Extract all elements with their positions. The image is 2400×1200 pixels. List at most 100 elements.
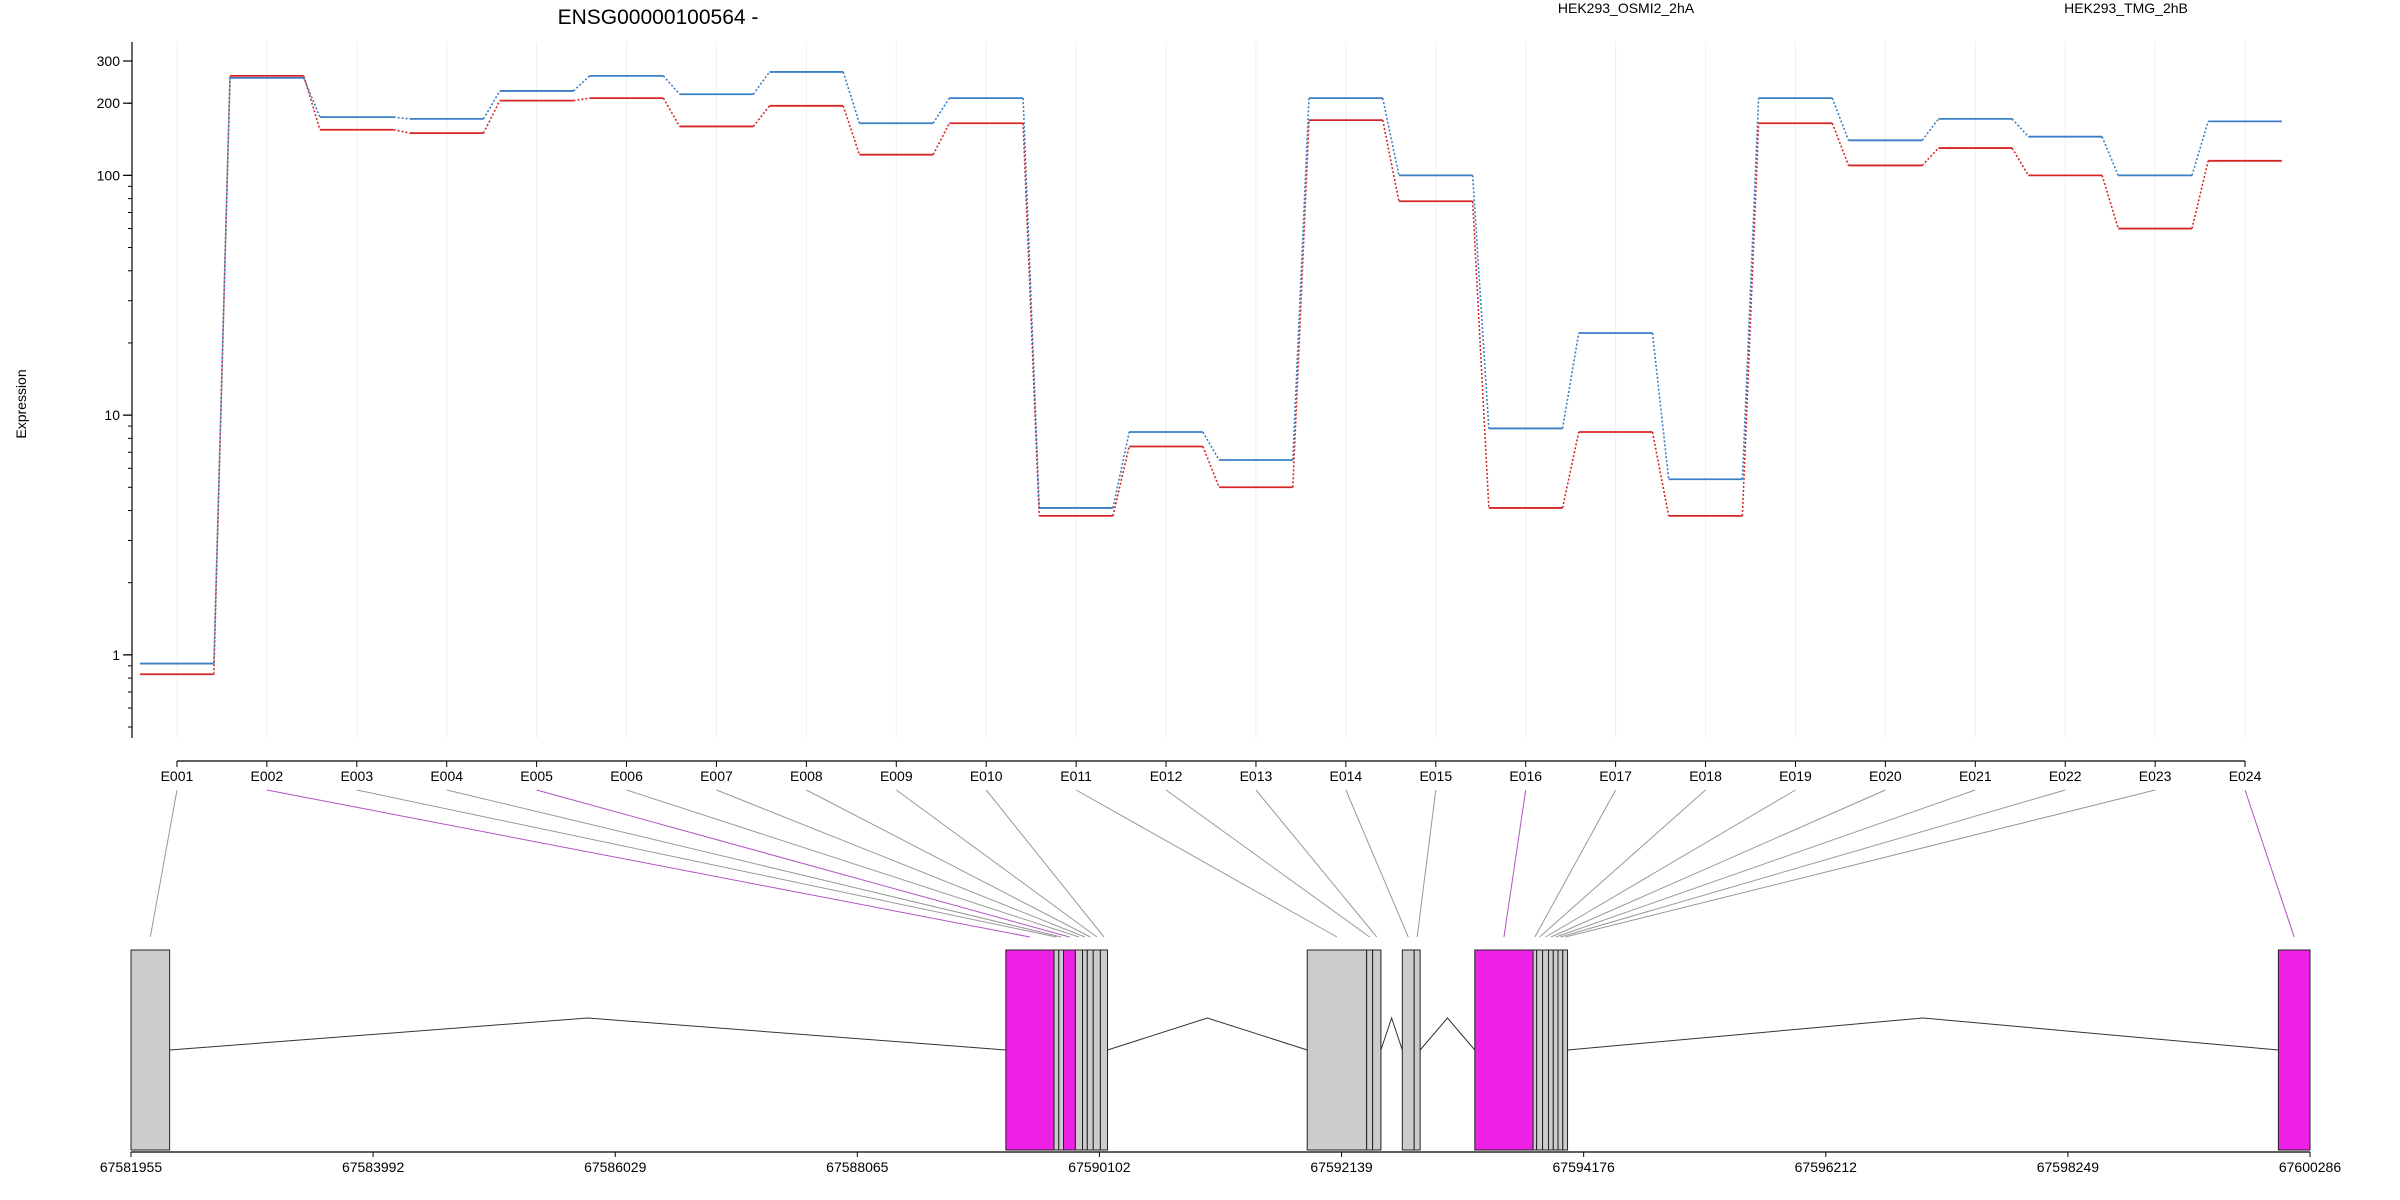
genomic-tick-label: 67594176 [1553,1159,1616,1175]
connector-e011 [1075,789,1338,938]
exon-box-e011 [1306,949,1368,1151]
x-tick-label-e011: E011 [1060,768,1092,784]
series-transition [1561,332,1580,429]
connector-e020 [1550,789,1886,938]
series-transition [1921,147,1940,166]
series-transition [1831,122,1850,166]
exon-box-e019 [1542,949,1550,1151]
intron-line [1380,1016,1403,1051]
connector-e021 [1555,789,1976,938]
series-transition [842,105,861,155]
connector-e024 [2244,789,2295,938]
exon-box-e008 [1086,949,1094,1151]
intron-line [1567,1017,2279,1051]
series-transition [1741,123,1760,516]
series-transition [1202,446,1220,488]
x-tick-label-e002: E002 [251,768,284,784]
exon-box-e018 [1536,949,1544,1151]
series-transition [752,71,771,95]
x-tick-label-e022: E022 [2049,768,2082,784]
grid-lines [176,42,2246,738]
series-transition [1831,97,1850,141]
exon-box-e007 [1082,949,1088,1151]
genomic-tick-label: 67586029 [584,1159,647,1175]
connector-e008 [806,789,1091,938]
series-transition [1921,118,1940,141]
series-transition [1292,120,1310,488]
x-tick-label-e020: E020 [1869,768,1902,784]
x-tick-label-e018: E018 [1689,768,1722,784]
y-axis: 1 10 100 200 300 [97,42,133,738]
x-tick-label-e019: E019 [1779,768,1812,784]
exon-box-e010 [1099,949,1109,1151]
connector-e003 [356,789,1057,938]
series-transition [1202,431,1220,461]
y-tick-label: 1 [112,647,120,663]
exon-box-e024 [2277,949,2311,1151]
exon-box-e017 [1532,949,1538,1151]
x-tick-label-e009: E009 [880,768,913,784]
series-hek293_tmg_2hb [140,71,2282,665]
exon-box-e022 [1557,949,1564,1151]
exon-box-e014 [1401,949,1415,1151]
connector-e009 [895,789,1098,938]
series-transition [932,122,951,156]
genomic-tick-label: 67592139 [1310,1159,1373,1175]
series-lines [140,71,2282,676]
x-tick-label-e005: E005 [520,768,553,784]
y-axis-title: Expression [13,369,29,438]
series-transition [1471,201,1490,508]
series-transition [1741,98,1760,480]
exon-box-e004 [1058,949,1065,1151]
connector-e017 [1534,789,1617,938]
exon-box-e015 [1413,949,1421,1151]
connector-e013 [1255,789,1378,938]
series-transition [752,105,771,127]
series-transition [572,75,591,92]
genomic-tick-label: 67598249 [2037,1159,2100,1175]
x-tick-label-e008: E008 [790,768,823,784]
y-tick-label: 300 [97,53,121,69]
series-transition [482,90,501,120]
x-tick-label-e006: E006 [610,768,643,784]
series-transition [2101,175,2120,229]
series-transition [393,116,410,120]
connector-e022 [1560,789,2066,938]
connector-e004 [446,789,1062,938]
x-tick-label-e003: E003 [340,768,373,784]
series-transition [2011,118,2029,138]
connector-e007 [716,789,1086,938]
series-transition [1381,97,1400,176]
x-tick-label-e010: E010 [970,768,1003,784]
x-tick-label-e023: E023 [2139,768,2172,784]
genomic-tick-label: 67588065 [826,1159,889,1175]
x-tick-label-e007: E007 [700,768,733,784]
series-transition [2101,136,2119,176]
series-transition [302,75,321,130]
genomic-tick-label: 67600286 [2279,1159,2342,1175]
series-transition [1022,98,1041,508]
series-transition [1292,98,1310,461]
series-transition [1561,431,1580,509]
intron-line [1107,1017,1308,1051]
connector-e019 [1545,789,1796,938]
series-transition [662,75,681,95]
x-tick-label-e001: E001 [161,768,194,784]
connector-e005 [536,789,1070,938]
genomic-tick-label: 67596212 [1795,1159,1858,1175]
x-tick-label-e015: E015 [1419,768,1452,784]
y-tick-label: 10 [104,407,120,423]
gene-model [130,949,2311,1151]
series-transition [2011,147,2030,176]
genomic-tick-label: 67583992 [342,1159,405,1175]
y-tick-label: 100 [97,167,121,183]
genomic-tick-label: 67581955 [100,1159,163,1175]
series-transition [1112,431,1130,509]
exon-box-e023 [1562,949,1569,1151]
x-axis: E001 E002 E003 E004 E005 E006 E007 E008 E009 E010… [161,760,2262,784]
x-tick-label-e021: E021 [1959,768,1992,784]
x-tick-label-e017: E017 [1599,768,1632,784]
y-tick-label: 200 [97,95,121,111]
connector-e014 [1345,789,1409,938]
